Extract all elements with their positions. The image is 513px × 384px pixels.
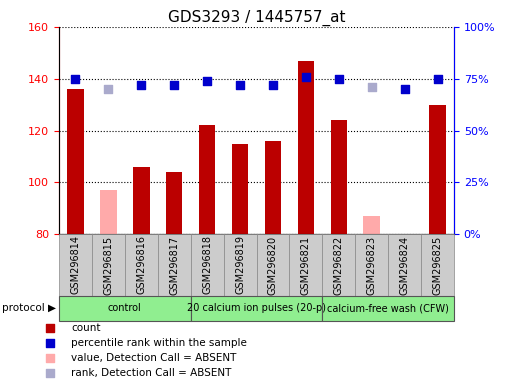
Text: GSM296821: GSM296821	[301, 235, 311, 295]
Text: GSM296819: GSM296819	[235, 235, 245, 295]
Bar	[421, 234, 454, 296]
Text: GSM296817: GSM296817	[169, 235, 179, 295]
Point	[46, 355, 54, 361]
Bar	[59, 234, 92, 296]
Point	[334, 76, 343, 82]
Point	[46, 340, 54, 346]
Text: calcium-free wash (CFW): calcium-free wash (CFW)	[327, 303, 449, 313]
Point	[236, 82, 244, 88]
Bar	[191, 296, 322, 321]
Point	[269, 82, 277, 88]
Bar	[100, 190, 116, 234]
Bar	[125, 234, 158, 296]
Text: GSM296823: GSM296823	[367, 235, 377, 295]
Point	[368, 84, 376, 90]
Text: GSM296815: GSM296815	[104, 235, 113, 295]
Bar	[92, 234, 125, 296]
Bar	[224, 234, 256, 296]
Bar	[265, 141, 281, 234]
Text: count: count	[71, 323, 101, 333]
Bar	[330, 120, 347, 234]
Bar	[256, 234, 289, 296]
Bar	[199, 125, 215, 234]
Bar	[166, 172, 183, 234]
Text: GSM296820: GSM296820	[268, 235, 278, 295]
Bar	[232, 144, 248, 234]
Bar	[191, 234, 224, 296]
Bar	[289, 234, 322, 296]
Text: control: control	[108, 303, 142, 313]
Text: GSM296814: GSM296814	[70, 235, 81, 295]
Bar	[388, 234, 421, 296]
Point	[302, 74, 310, 80]
Text: GSM296822: GSM296822	[334, 235, 344, 295]
Point	[433, 76, 442, 82]
Bar	[158, 234, 191, 296]
Bar	[429, 104, 446, 234]
Bar	[364, 216, 380, 234]
Text: GSM296818: GSM296818	[202, 235, 212, 295]
Text: GSM296824: GSM296824	[400, 235, 409, 295]
Point	[203, 78, 211, 84]
Point	[170, 82, 179, 88]
Point	[104, 86, 112, 92]
Text: rank, Detection Call = ABSENT: rank, Detection Call = ABSENT	[71, 368, 231, 378]
Bar	[133, 167, 149, 234]
Text: percentile rank within the sample: percentile rank within the sample	[71, 338, 247, 348]
Text: GDS3293 / 1445757_at: GDS3293 / 1445757_at	[168, 10, 345, 26]
Point	[46, 370, 54, 376]
Text: protocol ▶: protocol ▶	[3, 303, 56, 313]
Text: 20 calcium ion pulses (20-p): 20 calcium ion pulses (20-p)	[187, 303, 326, 313]
Bar	[322, 234, 355, 296]
Point	[137, 82, 145, 88]
Point	[46, 325, 54, 331]
Text: value, Detection Call = ABSENT: value, Detection Call = ABSENT	[71, 353, 236, 363]
Bar	[355, 234, 388, 296]
Bar	[322, 296, 454, 321]
Point	[401, 86, 409, 92]
Bar	[298, 61, 314, 234]
Point	[71, 76, 80, 82]
Bar	[67, 89, 84, 234]
Text: GSM296816: GSM296816	[136, 235, 146, 295]
Bar	[59, 296, 191, 321]
Text: GSM296825: GSM296825	[432, 235, 443, 295]
